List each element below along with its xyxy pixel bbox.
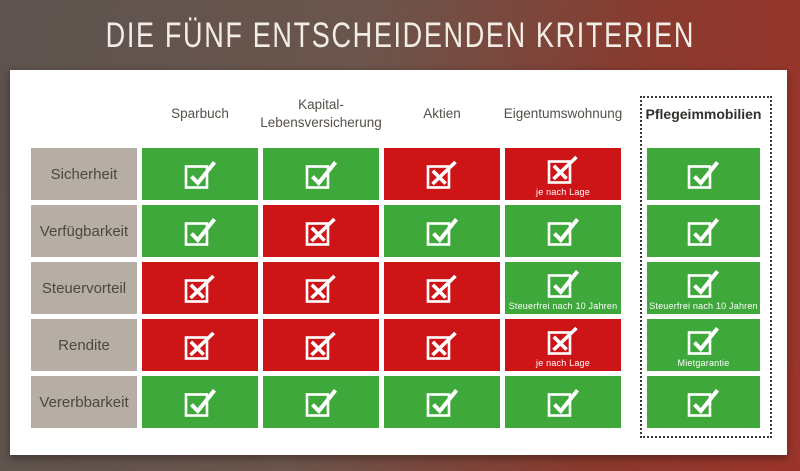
cross-icon: [184, 331, 215, 360]
cell-sicherheit-pflegeimmobilien: [647, 148, 760, 200]
cell-rendite-eigentumswohnung: je nach Lage: [505, 319, 621, 371]
check-icon: [184, 160, 216, 189]
comparison-panel: Sparbuch Kapital-Lebensversicherung Aktien…: [10, 70, 787, 455]
table-corner-spacer: [31, 85, 137, 143]
cell-sicherheit-kapital-lebensversicherung: [263, 148, 379, 200]
cell-vererbbarkeit-sparbuch: [142, 376, 258, 428]
check-icon: [184, 217, 216, 246]
cell-note: je nach Lage: [536, 358, 590, 368]
cell-note: Steuerfrei nach 10 Jahren: [508, 301, 618, 311]
cell-verfuegbarkeit-pflegeimmobilien: [647, 205, 760, 257]
cell-steuervorteil-aktien: [384, 262, 500, 314]
cell-vererbbarkeit-kapital-lebensversicherung: [263, 376, 379, 428]
cell-note: Mietgarantie: [677, 358, 730, 368]
check-icon: [687, 160, 720, 189]
title-bar: DIE FÜNF ENTSCHEIDENDEN KRITERIEN: [0, 0, 800, 70]
check-icon: [305, 388, 337, 417]
row-label-steuervorteil: Steuervorteil: [31, 262, 137, 314]
check-icon: [687, 326, 720, 355]
cell-verfuegbarkeit-aktien: [384, 205, 500, 257]
comparison-table: Sparbuch Kapital-Lebensversicherung Aktien…: [31, 85, 765, 428]
cross-icon: [426, 274, 457, 303]
column-gap-spacer: [626, 319, 642, 371]
cell-rendite-aktien: [384, 319, 500, 371]
cell-steuervorteil-pflegeimmobilien: Steuerfrei nach 10 Jahren: [647, 262, 760, 314]
row-label-sicherheit: Sicherheit: [31, 148, 137, 200]
check-icon: [547, 388, 579, 417]
check-icon: [184, 388, 216, 417]
cell-steuervorteil-eigentumswohnung: Steuerfrei nach 10 Jahren: [505, 262, 621, 314]
column-gap-spacer: [626, 148, 642, 200]
check-icon: [426, 388, 458, 417]
column-header-pflegeimmobilien: Pflegeimmobilien: [645, 105, 762, 122]
cell-vererbbarkeit-pflegeimmobilien: [647, 376, 760, 428]
page-title: DIE FÜNF ENTSCHEIDENDEN KRITERIEN: [105, 14, 695, 55]
column-header-sparbuch: Sparbuch: [171, 106, 229, 122]
cross-icon: [547, 155, 578, 184]
check-icon: [305, 160, 337, 189]
cell-sicherheit-sparbuch: [142, 148, 258, 200]
cross-icon: [426, 160, 457, 189]
column-gap-spacer: [626, 85, 642, 143]
cell-rendite-sparbuch: [142, 319, 258, 371]
column-gap-spacer: [626, 262, 642, 314]
column-header-aktien: Aktien: [423, 106, 461, 122]
cross-icon: [184, 274, 215, 303]
cross-icon: [305, 217, 336, 246]
column-header-kapital-lebensversicherung: Kapital-Lebensversicherung: [260, 97, 382, 130]
cell-verfuegbarkeit-sparbuch: [142, 205, 258, 257]
cell-steuervorteil-kapital-lebensversicherung: [263, 262, 379, 314]
cell-note: je nach Lage: [536, 187, 590, 197]
row-label-rendite: Rendite: [31, 319, 137, 371]
check-icon: [687, 388, 720, 417]
column-gap-spacer: [626, 376, 642, 428]
check-icon: [426, 217, 458, 246]
cell-rendite-pflegeimmobilien: Mietgarantie: [647, 319, 760, 371]
cell-rendite-kapital-lebensversicherung: [263, 319, 379, 371]
cell-steuervorteil-sparbuch: [142, 262, 258, 314]
check-icon: [687, 217, 720, 246]
check-icon: [547, 217, 579, 246]
cell-verfuegbarkeit-eigentumswohnung: [505, 205, 621, 257]
cross-icon: [305, 331, 336, 360]
cell-sicherheit-aktien: [384, 148, 500, 200]
cross-icon: [305, 274, 336, 303]
cell-note: Steuerfrei nach 10 Jahren: [649, 301, 758, 311]
check-icon: [687, 269, 720, 298]
cell-vererbbarkeit-eigentumswohnung: [505, 376, 621, 428]
cross-icon: [547, 326, 578, 355]
row-label-verfuegbarkeit: Verfügbarkeit: [31, 205, 137, 257]
check-icon: [547, 269, 579, 298]
row-label-vererbbarkeit: Vererbbarkeit: [31, 376, 137, 428]
cell-sicherheit-eigentumswohnung: je nach Lage: [505, 148, 621, 200]
cell-verfuegbarkeit-kapital-lebensversicherung: [263, 205, 379, 257]
column-header-eigentumswohnung: Eigentumswohnung: [503, 106, 623, 122]
cell-vererbbarkeit-aktien: [384, 376, 500, 428]
cross-icon: [426, 331, 457, 360]
column-gap-spacer: [626, 205, 642, 257]
